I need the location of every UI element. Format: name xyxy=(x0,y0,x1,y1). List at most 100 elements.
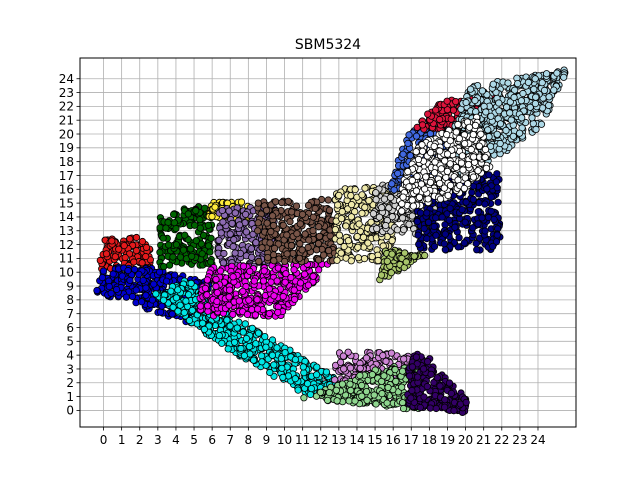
data-point xyxy=(172,241,180,249)
data-point xyxy=(531,75,539,83)
data-point xyxy=(545,101,553,110)
data-point xyxy=(207,234,215,242)
data-point xyxy=(445,216,453,224)
data-point xyxy=(426,178,435,186)
data-point xyxy=(493,231,501,239)
data-point xyxy=(225,207,233,215)
data-point xyxy=(461,218,469,226)
data-point xyxy=(108,237,116,245)
data-point xyxy=(290,266,298,274)
data-point xyxy=(277,355,285,363)
data-point xyxy=(398,383,406,391)
data-point xyxy=(182,297,190,305)
data-point xyxy=(236,221,244,229)
data-point xyxy=(248,324,256,332)
data-point xyxy=(309,227,317,235)
data-point xyxy=(307,384,315,393)
data-point xyxy=(496,120,505,128)
data-point xyxy=(257,352,266,360)
data-point xyxy=(217,229,225,237)
data-point xyxy=(304,201,313,209)
data-point xyxy=(482,108,490,116)
data-point xyxy=(148,296,156,304)
data-point xyxy=(138,237,147,246)
data-point xyxy=(192,237,200,245)
data-point xyxy=(325,388,333,397)
data-point xyxy=(138,298,146,306)
data-point xyxy=(254,199,262,207)
data-point xyxy=(340,365,348,373)
data-point xyxy=(163,277,171,285)
data-point xyxy=(270,244,279,252)
data-point xyxy=(187,245,195,253)
data-point xyxy=(368,253,376,261)
data-point xyxy=(443,131,451,139)
data-point xyxy=(142,252,150,261)
data-point xyxy=(392,377,400,385)
data-point xyxy=(248,253,256,261)
data-point xyxy=(335,231,344,239)
data-point xyxy=(405,131,413,139)
data-point xyxy=(315,223,323,231)
data-point xyxy=(446,160,454,168)
data-point xyxy=(412,148,420,156)
data-point xyxy=(502,126,510,134)
data-point xyxy=(532,93,540,101)
data-point xyxy=(200,325,208,333)
data-point xyxy=(431,158,439,166)
data-point xyxy=(166,261,174,269)
data-point xyxy=(218,339,226,347)
data-point xyxy=(355,220,363,228)
data-point xyxy=(179,246,188,254)
data-point xyxy=(436,195,445,203)
data-point xyxy=(239,287,247,295)
data-point xyxy=(212,275,220,283)
data-point xyxy=(336,237,344,245)
data-point xyxy=(398,399,407,407)
data-point xyxy=(213,297,221,306)
data-point xyxy=(109,270,117,278)
data-point xyxy=(268,212,277,220)
data-point xyxy=(553,69,561,77)
data-point xyxy=(169,253,177,261)
series-10-points xyxy=(376,246,429,284)
data-point xyxy=(231,338,239,346)
data-point xyxy=(493,130,501,138)
data-point xyxy=(255,257,263,265)
data-point xyxy=(208,212,216,221)
data-point xyxy=(365,197,373,205)
data-point xyxy=(99,267,108,275)
data-point xyxy=(111,253,119,261)
data-point xyxy=(337,215,346,223)
data-point xyxy=(174,307,182,315)
data-point xyxy=(490,215,498,223)
data-point xyxy=(414,155,423,163)
data-point xyxy=(241,320,249,328)
data-point xyxy=(542,70,551,78)
data-point xyxy=(258,358,266,366)
data-point xyxy=(436,179,444,187)
data-point xyxy=(460,184,468,192)
data-point xyxy=(304,243,312,252)
data-point xyxy=(296,279,305,287)
data-point xyxy=(162,224,170,232)
data-point xyxy=(504,79,512,87)
data-point xyxy=(315,232,324,240)
data-point xyxy=(337,249,345,257)
data-point xyxy=(292,202,301,210)
data-point xyxy=(120,242,128,250)
data-point xyxy=(242,228,250,236)
data-point xyxy=(270,361,278,369)
data-point xyxy=(509,132,517,140)
data-point xyxy=(347,386,355,394)
data-point xyxy=(279,292,287,301)
data-point xyxy=(259,277,268,285)
data-point xyxy=(401,249,409,257)
data-point xyxy=(254,329,263,337)
chart-title: SBM5324 xyxy=(295,37,361,53)
data-point xyxy=(278,364,286,372)
data-point xyxy=(96,256,104,264)
data-point xyxy=(487,193,495,201)
data-point xyxy=(287,241,296,250)
data-point xyxy=(142,284,150,292)
